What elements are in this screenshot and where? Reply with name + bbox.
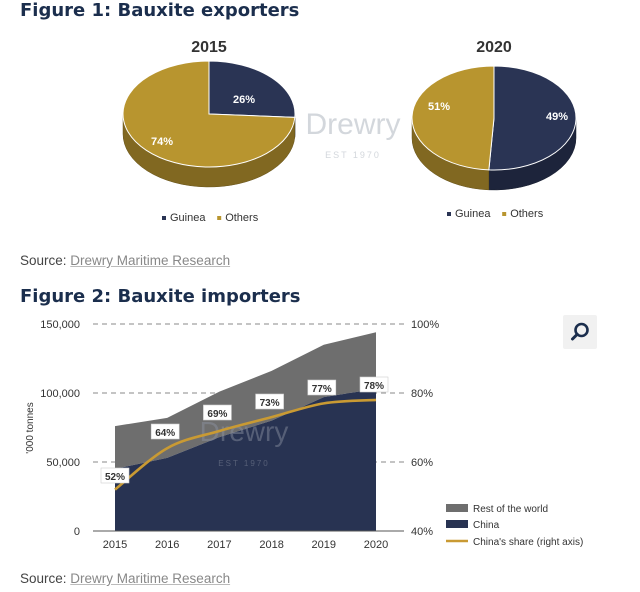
chart-axes: 0 50,000 100,000 150,000 40% 60% 80% 100% 2015 20… bbox=[25, 319, 439, 551]
legend-swatch-others bbox=[502, 212, 507, 216]
pie-legends: Guinea Others Guinea Others bbox=[162, 208, 544, 224]
search-icon bbox=[571, 322, 589, 341]
share-label-box bbox=[203, 404, 232, 421]
y-right-tick-label: 40% bbox=[411, 526, 433, 538]
x-tick-label: 2015 bbox=[103, 539, 127, 551]
share-label-box bbox=[307, 379, 337, 396]
x-tick-label: 2018 bbox=[259, 539, 283, 551]
watermark-est: EST 1970 bbox=[218, 459, 269, 468]
share-label: 69% bbox=[207, 409, 227, 420]
y-right-tick-label: 80% bbox=[411, 388, 433, 400]
pie-slice-others bbox=[122, 60, 296, 168]
watermark-brand: Drewry bbox=[306, 108, 401, 141]
x-tick-label: 2017 bbox=[207, 539, 231, 551]
legend-swatch-others bbox=[217, 216, 222, 220]
share-label-box bbox=[255, 393, 284, 410]
share-label: 78% bbox=[364, 381, 384, 392]
chart-areas bbox=[115, 332, 376, 531]
x-tick-label: 2016 bbox=[155, 539, 179, 551]
figure-1-source: Source: Drewry Maritime Research bbox=[20, 253, 230, 268]
y-tick-label: 0 bbox=[74, 526, 80, 538]
y-axis-title: '000 tonnes bbox=[25, 402, 36, 453]
pie-value-label: 49% bbox=[546, 111, 568, 123]
pie-2020: 2020 51% 49% bbox=[411, 39, 577, 191]
source-link[interactable]: Drewry Maritime Research bbox=[70, 253, 231, 268]
x-tick-label: 2019 bbox=[312, 539, 336, 551]
legend-swatch bbox=[446, 504, 468, 512]
y-right-tick-label: 60% bbox=[411, 457, 433, 469]
legend-label: Rest of the world bbox=[473, 504, 548, 515]
share-label-box bbox=[359, 376, 389, 393]
chart-legend: Rest of the world China China's share (rig… bbox=[446, 504, 583, 548]
legend-label-others: Others bbox=[510, 208, 544, 220]
share-label: 77% bbox=[312, 384, 332, 395]
legend-label-guinea: Guinea bbox=[455, 208, 491, 220]
y-tick-label: 50,000 bbox=[46, 457, 80, 469]
figure-2-title: Figure 2: Bauxite importers bbox=[20, 286, 301, 307]
zoom-button[interactable] bbox=[563, 315, 597, 349]
y-tick-label: 100,000 bbox=[40, 388, 80, 400]
pie-value-label: 51% bbox=[428, 101, 450, 113]
china-share-line bbox=[114, 398, 377, 491]
x-tick-label: 2020 bbox=[364, 539, 388, 551]
area-china bbox=[115, 388, 376, 531]
y-tick-label: 150,000 bbox=[40, 319, 80, 331]
pie-title: 2015 bbox=[191, 39, 227, 56]
line-china-share bbox=[114, 398, 377, 491]
share-label: 73% bbox=[260, 398, 280, 409]
pie-value-label: 74% bbox=[151, 136, 173, 148]
area-rest-of-world bbox=[115, 332, 376, 469]
pie-title: 2020 bbox=[476, 39, 512, 56]
figure-1-title: Figure 1: Bauxite exporters bbox=[20, 0, 300, 21]
legend-swatch bbox=[446, 520, 468, 528]
legend-label: China bbox=[473, 520, 500, 531]
y-right-tick-label: 100% bbox=[411, 319, 439, 331]
legend-label-guinea: Guinea bbox=[170, 212, 206, 224]
watermark-logo-top: Drewry EST 1970 bbox=[306, 108, 401, 160]
share-label: 64% bbox=[155, 428, 175, 439]
figure-1-pies: 2015 26% 74% 2020 51% 49% Drewry EST 1970 Gui… bbox=[122, 39, 577, 224]
china-share-labels: 52% 64% 69% 73% 77% 78% bbox=[100, 376, 389, 484]
legend-swatch-guinea bbox=[447, 212, 451, 216]
pie-slice-others bbox=[411, 65, 495, 171]
share-label-box bbox=[150, 423, 180, 440]
source-prefix: Source: bbox=[20, 253, 67, 268]
pie-2015: 2015 26% 74% bbox=[122, 39, 296, 188]
share-label-box bbox=[100, 467, 130, 484]
pie-value-label: 26% bbox=[233, 94, 255, 106]
source-prefix: Source: bbox=[20, 571, 67, 586]
legend-label-others: Others bbox=[225, 212, 259, 224]
pie-slice-guinea bbox=[208, 60, 296, 118]
pie-slice-guinea bbox=[488, 65, 577, 171]
source-link[interactable]: Drewry Maritime Research bbox=[70, 571, 231, 586]
legend-swatch-guinea bbox=[162, 216, 166, 220]
legend-label: China's share (right axis) bbox=[473, 537, 583, 548]
figure-2-source: Source: Drewry Maritime Research bbox=[20, 571, 230, 586]
watermark-est: EST 1970 bbox=[325, 150, 381, 160]
share-label: 52% bbox=[105, 472, 125, 483]
